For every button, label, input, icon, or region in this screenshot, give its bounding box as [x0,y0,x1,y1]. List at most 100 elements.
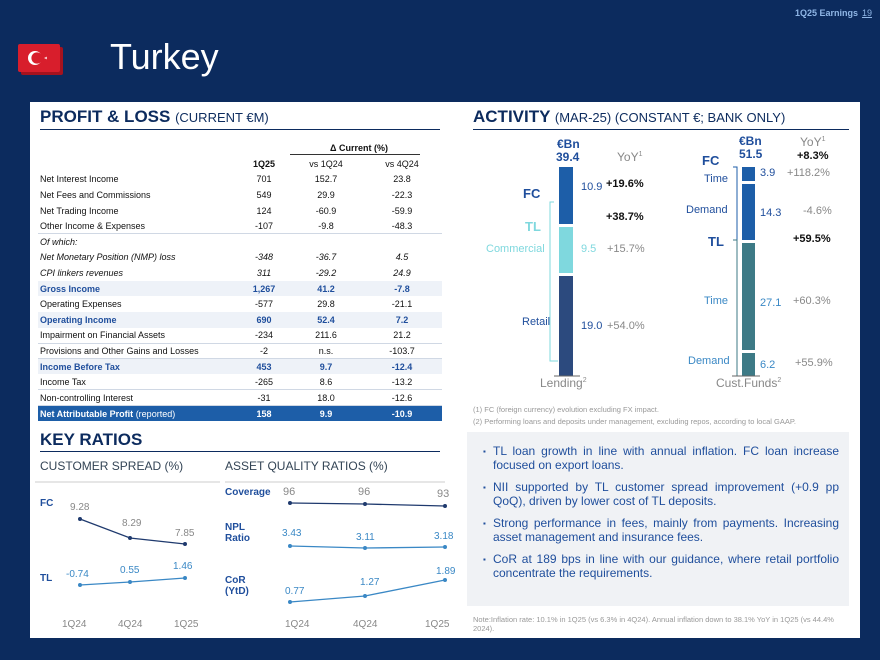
fc-time-label: Time [704,173,729,185]
activity-note: (2) Performing loans and deposits under … [473,417,796,426]
pl-cell: -12.4 [362,358,442,375]
pl-row: Operating Expenses -577 29.8 -21.1 [38,296,442,312]
pl-row-label: Income Tax [38,374,238,391]
funds-yoy-header: YoY1 [800,135,826,149]
activity-rule [473,129,849,130]
lending-tl-bracket [549,201,558,362]
turkey-flag-icon [18,44,60,72]
pl-cell: -13.2 [362,374,442,391]
pl-cell: -107 [238,218,290,235]
fc-point [183,542,187,546]
fc-point [78,517,82,521]
npl-label: NPL Ratio [225,522,250,544]
pl-cell: -22.3 [391,189,413,200]
pl-cell: 23.8 [393,174,411,185]
pl-cell: -31 [238,389,290,406]
pl-cell: -9.8 [290,218,362,235]
npl-value: 3.43 [282,528,302,539]
pl-cell: 29.8 [317,299,335,310]
funds-tl-bracket [733,239,738,377]
x-tick: 1Q25 [174,619,199,630]
cor-value: 1.89 [436,566,456,577]
pl-cell: -348 [254,252,273,263]
pl-cell: 549 [256,189,272,200]
commercial-value: 9.5 [581,243,597,255]
pl-row-label: Provisions and Other Gains and Losses [38,343,238,360]
ratios-rule [40,451,440,452]
pl-cell: 24.9 [393,267,411,278]
fc-demand-value: 14.3 [760,207,782,219]
cor-value: 0.77 [285,586,305,597]
npl-point [288,544,292,548]
funds-fc-demand-bar [742,184,755,240]
retail-label: Retail [522,316,551,328]
tl-label: TL [40,573,53,584]
x-tick: 1Q24 [285,619,310,630]
tl-value: 1.46 [173,561,193,572]
lending-commercial-bar [559,227,573,273]
pl-row: Income Tax -265 8.6 -13.2 [38,374,442,391]
pl-cell: 4.5 [395,252,409,263]
fc-demand-yoy: -4.6% [803,205,832,217]
pl-cell: 7.2 [362,311,442,328]
coverage-value: 93 [437,488,450,500]
x-tick: 1Q24 [62,619,87,630]
pl-cell: 1,267 [238,280,290,297]
npl-point [443,545,447,549]
pl-cell: -2 [238,343,290,360]
funds-tl-yoy: +59.5% [793,233,831,245]
pl-cell: -577 [254,299,273,310]
pl-cell: 8.6 [290,374,362,391]
pl-row-label: Net Trading Income [40,205,119,216]
lending-fc-bar [559,167,573,224]
pl-cell: -10.9 [362,405,442,422]
npl-point [363,546,367,550]
funds-unit: €Bn [739,134,762,148]
coverage-point [443,504,447,508]
fc-demand-label: Demand [686,204,728,216]
pl-title: PROFIT & LOSS (CURRENT €M) [40,107,269,126]
pl-cell: 701 [256,174,272,185]
lending-total: 39.4 [556,150,580,164]
page-tag: 1Q25 Earnings 19 [794,8,872,18]
pl-cell: 9.7 [290,358,362,375]
pl-cell: 124 [256,205,272,216]
lending-unit: €Bn [557,137,580,151]
pl-cell: 18.0 [290,389,362,406]
coverage-point [288,501,292,505]
pl-row: Of which: [38,234,442,250]
x-tick: 4Q24 [118,619,143,630]
pl-header-row: 1Q25 vs 1Q24 vs 4Q24 [252,158,419,169]
funds-tl-demand-bar [742,353,755,376]
bullet-item: TL loan growth in line with annual infla… [477,444,839,472]
funds-total: 51.5 [739,147,763,161]
pl-row: Net Trading Income 124 -60.9 -59.9 [38,203,442,219]
tl-time-value: 27.1 [760,297,782,309]
npl-value: 3.18 [434,531,454,542]
pl-cell: -12.6 [362,389,442,406]
funds-fc-time-bar [742,167,755,181]
activity-note: (1) FC (foreign currency) evolution excl… [473,405,659,414]
pl-row: Provisions and Other Gains and Losses -2 n… [38,343,442,360]
activity-title: ACTIVITY (MAR-25) (CONSTANT €; BANK ONLY… [473,107,786,126]
pl-cell: -60.9 [315,205,337,216]
ratios-title: KEY RATIOS [40,430,143,449]
bullet-item: Strong performance in fees, mainly from … [477,516,839,544]
pl-cell: n.s. [290,343,362,360]
tl-value: -0.74 [66,569,89,580]
coverage-point [363,502,367,506]
pl-row-label: Gross Income [38,280,238,297]
spread-title: CUSTOMER SPREAD (%) [40,459,184,473]
cor-point [443,578,447,582]
tl-point [183,576,187,580]
npl-value: 3.11 [356,532,375,543]
tl-point [128,580,132,584]
pl-row: Net Interest Income 701 152.7 23.8 [38,172,442,188]
pl-cell: 311 [256,267,272,278]
ratios-charts [35,481,447,604]
x-tick: 1Q25 [425,619,450,630]
tl-time-label: Time [704,295,729,307]
pl-row: Net Attributable Profit (reported) 158 9.9… [38,405,442,422]
retail-yoy: +54.0% [607,320,645,332]
pl-cell: -265 [238,374,290,391]
